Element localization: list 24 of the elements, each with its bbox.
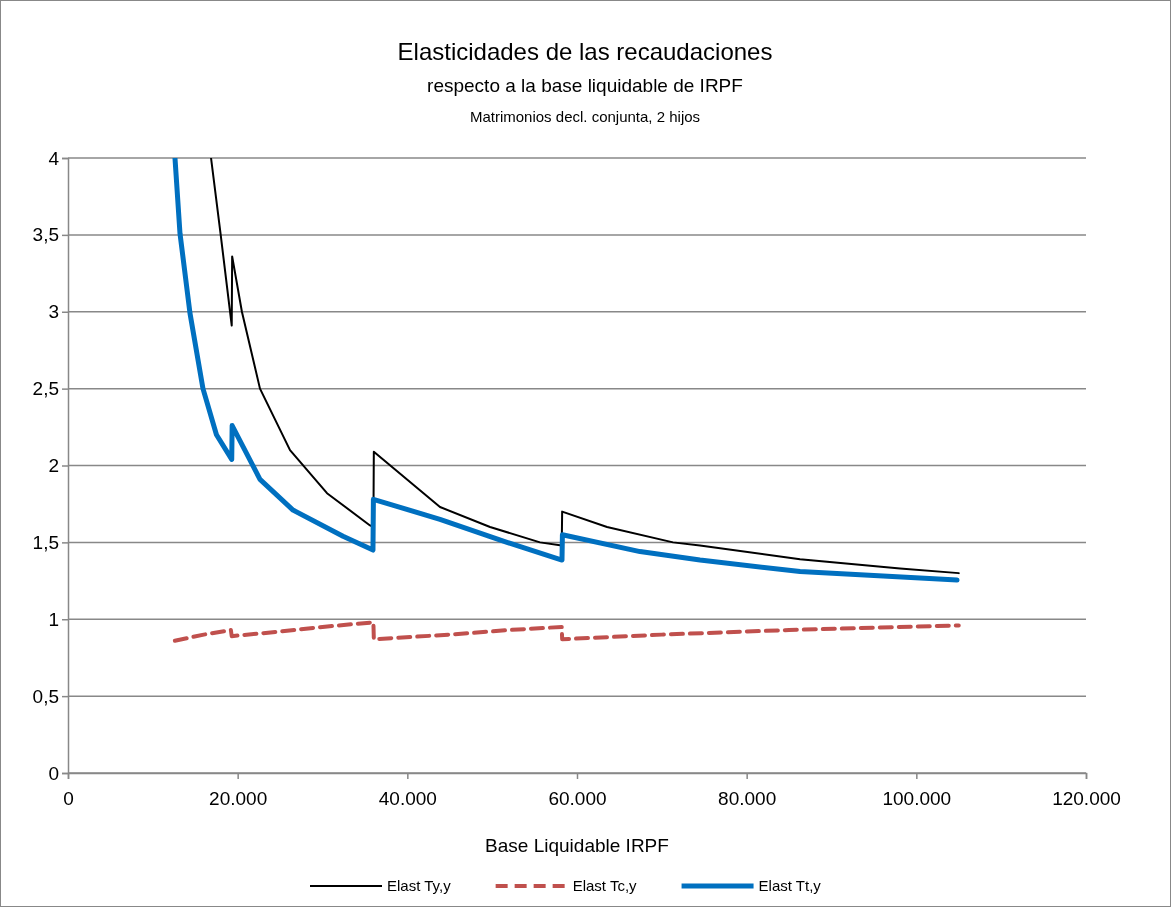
legend-label: Elast Ty,y: [387, 877, 452, 894]
x-axis-title: Base Liquidable IRPF: [485, 835, 669, 856]
y-tick-label: 3,5: [32, 224, 59, 246]
y-tick-label: 2,5: [32, 378, 59, 400]
x-tick-label: 120.000: [1052, 787, 1121, 809]
y-tick-label: 0: [48, 762, 59, 784]
legend-label: Elast Tt,y: [758, 877, 822, 894]
y-tick-label: 1: [48, 608, 59, 630]
chart-subtitle: respecto a la base liquidable de IRPF: [427, 75, 743, 96]
y-tick-label: 4: [48, 147, 60, 169]
x-tick-label: 40.000: [378, 787, 437, 809]
y-tick-label: 2: [48, 455, 59, 477]
chart-title: Elasticidades de las recaudaciones: [397, 38, 773, 65]
y-tick-label: 1,5: [32, 531, 59, 553]
x-tick-label: 0: [63, 787, 74, 809]
y-tick-label: 0,5: [32, 685, 59, 707]
x-tick-label: 100.000: [882, 787, 952, 809]
x-tick-label: 60.000: [548, 787, 607, 809]
text: Matrimonios decl. conjunta, 2 hijos: [469, 108, 701, 125]
line-series: [172, 620, 961, 643]
x-tick-label: 80.000: [718, 787, 777, 809]
y-tick-label: 3: [48, 301, 59, 323]
x-tick-label: 20.000: [209, 787, 268, 809]
legend-label: Elast Tc,y: [572, 877, 638, 894]
